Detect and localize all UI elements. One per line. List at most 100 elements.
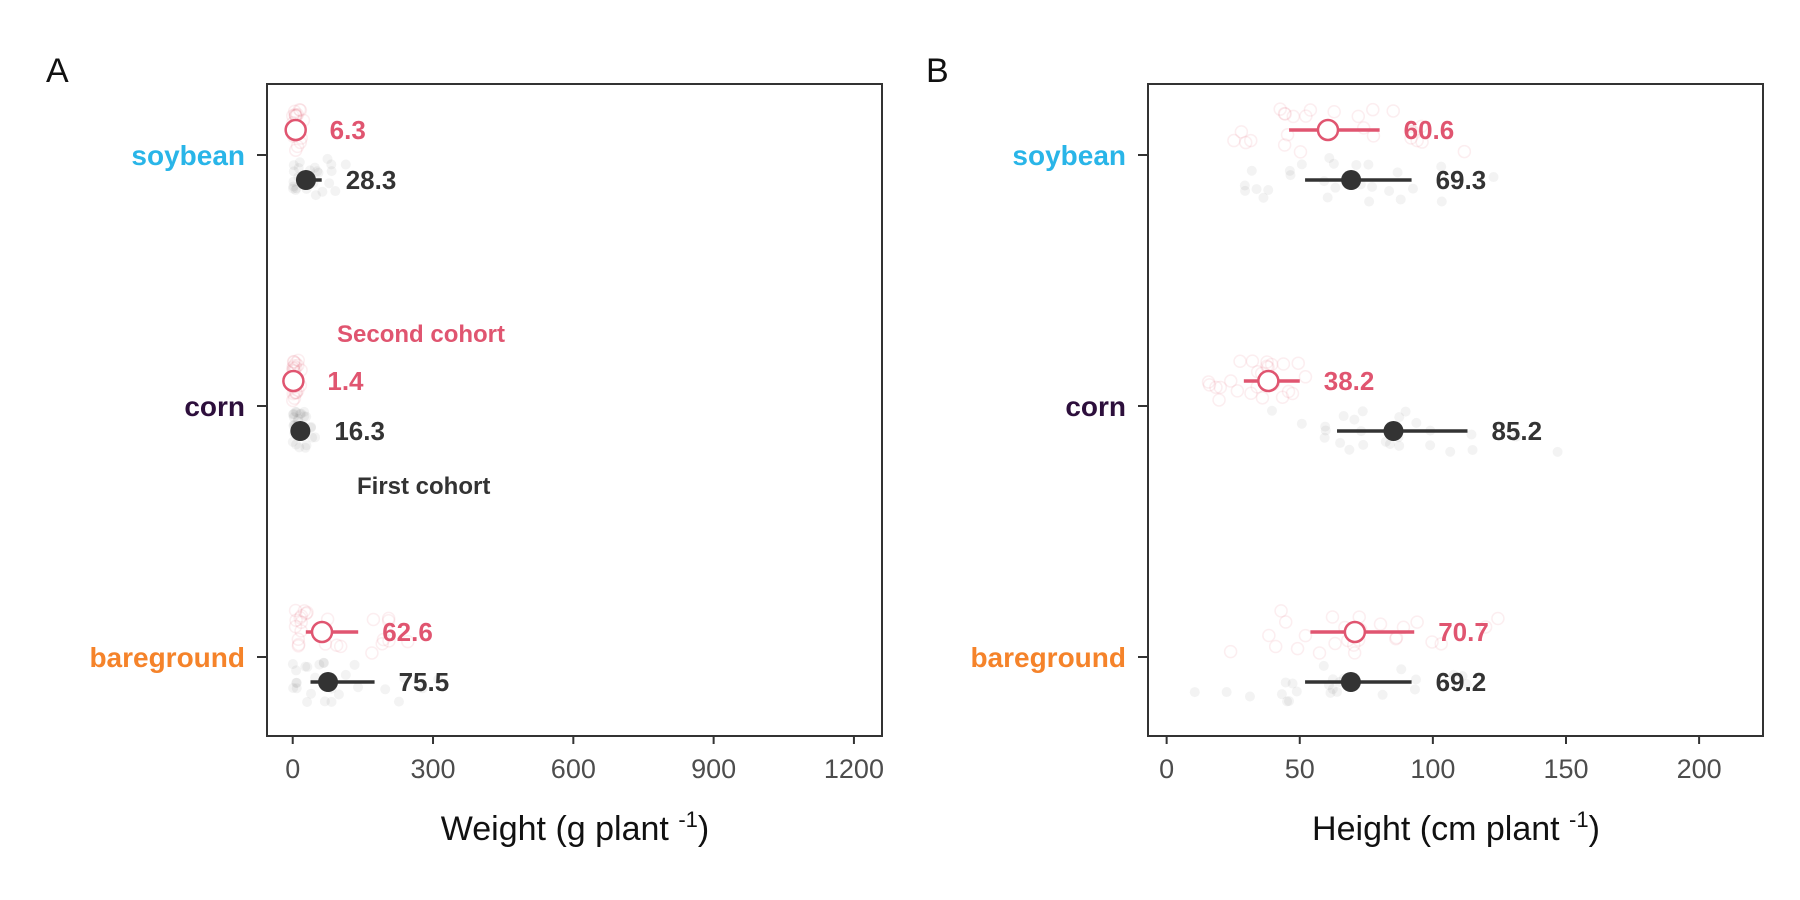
panel-b-raw-point <box>1298 370 1313 384</box>
panel-a-raw-point <box>294 442 305 453</box>
panel-a-second-value-label-corn: 1.4 <box>327 366 364 396</box>
panel-b-marks: 0 50 100 150 200 soybean corn bareground 60.6 38.… <box>970 115 1721 784</box>
panel-b-x-tick-label: 100 <box>1410 754 1455 784</box>
first-cohort-label: First cohort <box>357 473 490 500</box>
panel-a-raw-point <box>291 683 302 694</box>
panel-a-raw-point <box>286 393 300 408</box>
panel-a-raw-point <box>288 619 303 634</box>
panel-a-raw-point <box>287 409 298 420</box>
panel-b-raw-point <box>1414 119 1429 134</box>
panel-a-raw-point <box>301 411 312 422</box>
panel-b-category-label-soybean: soybean <box>1012 140 1126 171</box>
panel-b-raw-point <box>1320 425 1331 436</box>
panel-b-raw-point <box>1338 411 1349 422</box>
panel-b-raw-point <box>1367 181 1378 192</box>
panel-a-second-mean-bareground <box>310 620 334 644</box>
panel-b-raw-point <box>1552 446 1563 457</box>
panel-a-first-value-label-corn: 16.3 <box>334 416 385 446</box>
panel-a-raw-point <box>313 167 324 178</box>
panel-b-raw-point <box>1277 106 1292 121</box>
panel-b-raw-point <box>1324 153 1335 164</box>
panel-a-raw-point <box>306 688 317 699</box>
panel-b-raw-point <box>1284 165 1295 176</box>
panel-b-raw-point <box>1212 393 1226 407</box>
panel-a-raw-point <box>292 637 306 652</box>
panel-b-x-tick-label: 0 <box>1159 754 1174 784</box>
panel-a-x-tick-label: 0 <box>285 754 300 784</box>
panel-a-raw-point <box>291 439 302 450</box>
panel-a-first-mean-bareground <box>318 672 339 692</box>
panel-a-raw-point <box>288 166 299 177</box>
panel-b-raw-point <box>1461 679 1472 690</box>
panel-a: A 0 300 600 900 1200 soybean corn bareground 6.3… <box>46 52 884 848</box>
panel-b-second-value-label-bareground: 70.7 <box>1438 617 1489 647</box>
panel-b-raw-point <box>1293 145 1308 159</box>
panel-a-category-label-corn: corn <box>184 391 245 422</box>
panel-b-raw-point <box>1394 412 1405 423</box>
panel-b-raw-point <box>1238 135 1253 150</box>
panel-a-category-label-bareground: bareground <box>89 642 245 673</box>
panel-b-raw-point <box>1189 687 1200 698</box>
panel-b-raw-point <box>1511 431 1522 442</box>
panel-b-raw-point <box>1244 386 1258 400</box>
panel-a-raw-point <box>302 661 313 672</box>
panel-b-raw-point <box>1299 109 1313 123</box>
panel-b-raw-point <box>1351 109 1366 124</box>
panel-b-raw-point <box>1400 406 1411 417</box>
panel-b-raw-point <box>1276 689 1287 700</box>
panel-b-raw-point <box>1386 104 1400 118</box>
panel-b-raw-point <box>1296 159 1307 170</box>
panel-b-raw-point <box>1275 390 1290 405</box>
panel-a-first-value-label-soybean: 28.3 <box>346 165 397 195</box>
panel-a-raw-point <box>294 615 308 630</box>
panel-b-raw-point <box>1221 687 1232 698</box>
panel-b-raw-point <box>1448 669 1459 680</box>
panel-b-second-mean-corn <box>1257 369 1280 393</box>
panel-b-raw-point <box>1373 617 1388 631</box>
panel-b-x-tick-label: 200 <box>1677 754 1722 784</box>
panel-a-raw-point <box>291 665 302 676</box>
panel-a-raw-point <box>289 613 303 628</box>
panel-a-raw-point <box>286 354 301 369</box>
panel-a-raw-point <box>433 674 444 685</box>
panel-a-second-mean-soybean <box>284 118 307 142</box>
panel-b-raw-point <box>1266 405 1277 416</box>
panel-a-raw-point <box>318 657 329 668</box>
panel-b-raw-point <box>1410 615 1424 629</box>
panel-a-raw-point <box>330 186 341 197</box>
panel-a-raw-point <box>365 646 379 660</box>
panel-b-raw-point <box>1255 391 1270 405</box>
panel-b-raw-point <box>1385 438 1396 449</box>
panel-b-raw-point <box>1488 172 1499 183</box>
panel-b-raw-point <box>1258 192 1269 203</box>
panel-b-raw-point <box>1260 355 1274 369</box>
panel-b-raw-points <box>1189 102 1563 707</box>
panel-a-x-tick-label: 600 <box>551 754 596 784</box>
panel-b-raw-point <box>1357 406 1368 417</box>
panel-a-raw-point <box>294 157 305 168</box>
panel-b-raw-point <box>1415 135 1429 149</box>
panel-a-raw-point <box>319 696 330 707</box>
panel-a-raw-point <box>353 682 364 693</box>
panel-b-raw-point <box>1392 167 1403 178</box>
panel-b-raw-point <box>1364 196 1375 207</box>
panel-b-raw-point <box>1347 646 1362 660</box>
panel-b-raw-point <box>1404 131 1418 145</box>
panel-b-raw-point <box>1262 628 1276 643</box>
panel-a-raw-point <box>295 408 306 419</box>
panel-b-raw-point <box>1331 686 1342 697</box>
panel-a-raw-point <box>287 391 302 405</box>
panel-b-raw-point <box>1330 182 1341 193</box>
panel-b-raw-point <box>1411 417 1422 428</box>
panel-a-raw-point <box>312 166 323 177</box>
panel-a-raw-point <box>326 166 337 177</box>
panel-b-label: B <box>926 52 949 90</box>
panel-b: B 0 50 100 150 200 soybean corn bareground 60.6 3… <box>926 52 1764 848</box>
panel-b-raw-point <box>1457 144 1472 159</box>
panel-b-first-value-label-bareground: 69.2 <box>1436 667 1487 697</box>
panel-a-raw-point <box>333 639 348 654</box>
panel-a-raw-point <box>393 696 404 707</box>
panel-b-second-mean-soybean <box>1316 118 1340 142</box>
panel-a-raw-point <box>290 406 301 417</box>
panel-b-raw-point <box>1287 678 1298 689</box>
